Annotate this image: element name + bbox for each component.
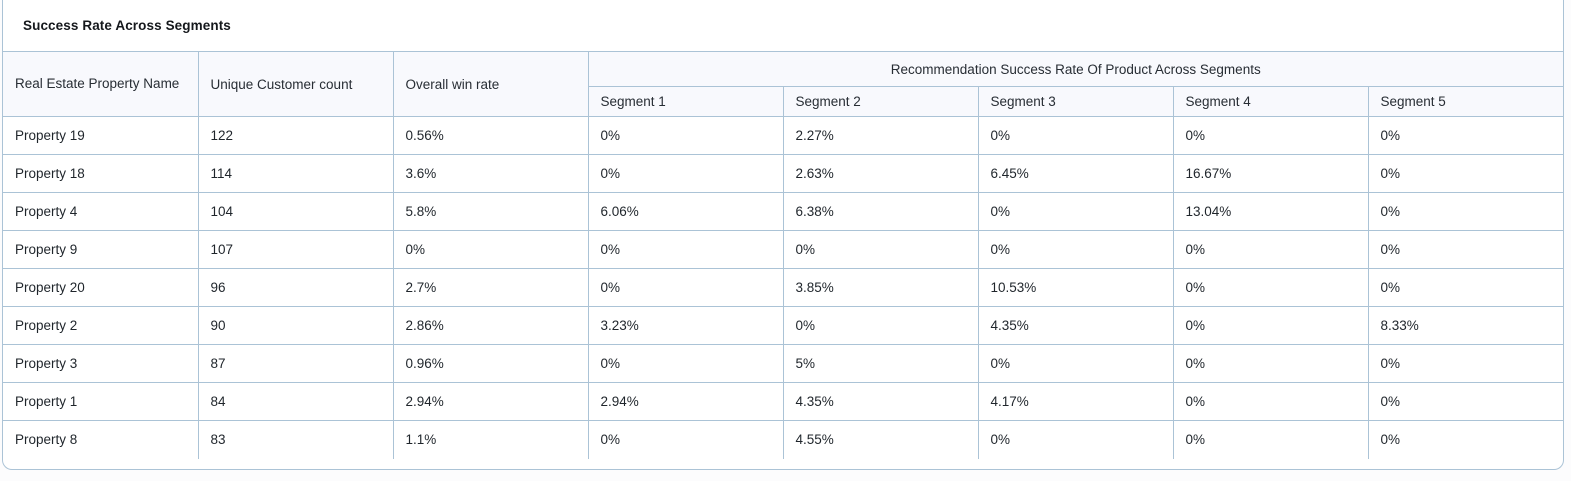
- cell-segment-5: 0%: [1367, 230, 1563, 269]
- cell-unique-customer-count: 114: [197, 154, 394, 193]
- table-body: Property 19 122 0.56% 0% 2.27% 0% 0% 0% Property…: [3, 116, 1563, 459]
- cell-unique-customer-count: 107: [197, 230, 394, 269]
- cell-segment-1: 0%: [587, 230, 784, 269]
- cell-property-name: Property 3: [3, 344, 199, 383]
- table-row: Property 9 107 0% 0% 0% 0% 0% 0%: [3, 230, 1563, 269]
- cell-overall-win-rate: 0%: [392, 230, 589, 269]
- cell-segment-5: 0%: [1367, 116, 1563, 155]
- cell-segment-3: 0%: [977, 230, 1174, 269]
- col-header-property-name: Real Estate Property Name: [3, 51, 199, 117]
- cell-segment-1: 0%: [587, 344, 784, 383]
- cell-segment-4: 0%: [1172, 230, 1369, 269]
- cell-segment-2: 4.55%: [782, 420, 979, 459]
- table-row: Property 4 104 5.8% 6.06% 6.38% 0% 13.04% 0%: [3, 192, 1563, 231]
- col-header-unique-customer-count: Unique Customer count: [197, 51, 394, 117]
- col-header-segment-1: Segment 1: [588, 86, 784, 117]
- cell-segment-5: 0%: [1367, 382, 1563, 421]
- success-rate-widget: Success Rate Across Segments Real Estate…: [2, 0, 1564, 470]
- cell-segment-5: 0%: [1367, 192, 1563, 231]
- cell-segment-4: 0%: [1172, 382, 1369, 421]
- cell-overall-win-rate: 3.6%: [392, 154, 589, 193]
- cell-property-name: Property 8: [3, 420, 199, 459]
- col-header-segment-4: Segment 4: [1172, 86, 1369, 117]
- table-row: Property 18 114 3.6% 0% 2.63% 6.45% 16.67% 0%: [3, 154, 1563, 193]
- cell-segment-3: 0%: [977, 192, 1174, 231]
- cell-segment-1: 3.23%: [587, 306, 784, 345]
- cell-unique-customer-count: 84: [197, 382, 394, 421]
- cell-segment-3: 4.17%: [977, 382, 1174, 421]
- cell-segment-5: 0%: [1367, 344, 1563, 383]
- cell-segment-5: 8.33%: [1367, 306, 1563, 345]
- cell-property-name: Property 4: [3, 192, 199, 231]
- cell-segment-3: 10.53%: [977, 268, 1174, 307]
- cell-segment-4: 0%: [1172, 344, 1369, 383]
- cell-segment-3: 4.35%: [977, 306, 1174, 345]
- cell-segment-2: 2.27%: [782, 116, 979, 155]
- cell-segment-2: 0%: [782, 230, 979, 269]
- cell-segment-4: 0%: [1172, 420, 1369, 459]
- col-header-segment-3: Segment 3: [977, 86, 1174, 117]
- col-header-segment-2: Segment 2: [782, 86, 979, 117]
- cell-property-name: Property 2: [3, 306, 199, 345]
- cell-segment-2: 4.35%: [782, 382, 979, 421]
- cell-segment-4: 0%: [1172, 268, 1369, 307]
- cell-overall-win-rate: 0.56%: [392, 116, 589, 155]
- cell-unique-customer-count: 87: [197, 344, 394, 383]
- col-header-overall-win-rate: Overall win rate: [392, 51, 589, 117]
- table-row: Property 8 83 1.1% 0% 4.55% 0% 0% 0%: [3, 420, 1563, 459]
- cell-segment-2: 6.38%: [782, 192, 979, 231]
- cell-unique-customer-count: 96: [197, 268, 394, 307]
- table-header: Real Estate Property Name Unique Custome…: [3, 51, 1563, 117]
- cell-segment-4: 16.67%: [1172, 154, 1369, 193]
- table-row: Property 1 84 2.94% 2.94% 4.35% 4.17% 0% 0%: [3, 382, 1563, 421]
- cell-segment-3: 6.45%: [977, 154, 1174, 193]
- cell-segment-2: 3.85%: [782, 268, 979, 307]
- success-rate-table: Real Estate Property Name Unique Custome…: [3, 51, 1563, 459]
- cell-unique-customer-count: 104: [197, 192, 394, 231]
- cell-segment-4: 0%: [1172, 306, 1369, 345]
- cell-segment-5: 0%: [1367, 154, 1563, 193]
- col-header-segment-5: Segment 5: [1367, 86, 1563, 117]
- cell-segment-1: 0%: [587, 154, 784, 193]
- cell-property-name: Property 20: [3, 268, 199, 307]
- header-row-top: Real Estate Property Name Unique Custome…: [3, 51, 1563, 117]
- cell-segment-3: 0%: [977, 420, 1174, 459]
- cell-segment-4: 13.04%: [1172, 192, 1369, 231]
- col-group-header-segments: Recommendation Success Rate Of Product A…: [587, 51, 1563, 87]
- cell-property-name: Property 19: [3, 116, 199, 155]
- cell-property-name: Property 9: [3, 230, 199, 269]
- table-row: Property 2 90 2.86% 3.23% 0% 4.35% 0% 8.33%: [3, 306, 1563, 345]
- cell-segment-2: 0%: [782, 306, 979, 345]
- cell-unique-customer-count: 90: [197, 306, 394, 345]
- cell-segment-2: 2.63%: [782, 154, 979, 193]
- cell-property-name: Property 1: [3, 382, 199, 421]
- cell-segment-3: 0%: [977, 116, 1174, 155]
- table-row: Property 20 96 2.7% 0% 3.85% 10.53% 0% 0%: [3, 268, 1563, 307]
- cell-segment-2: 5%: [782, 344, 979, 383]
- cell-overall-win-rate: 0.96%: [392, 344, 589, 383]
- cell-unique-customer-count: 122: [197, 116, 394, 155]
- cell-segment-1: 0%: [587, 116, 784, 155]
- table-row: Property 19 122 0.56% 0% 2.27% 0% 0% 0%: [3, 116, 1563, 155]
- cell-overall-win-rate: 1.1%: [392, 420, 589, 459]
- cell-segment-1: 6.06%: [587, 192, 784, 231]
- cell-segment-1: 2.94%: [587, 382, 784, 421]
- cell-property-name: Property 18: [3, 154, 199, 193]
- cell-unique-customer-count: 83: [197, 420, 394, 459]
- cell-segment-4: 0%: [1172, 116, 1369, 155]
- table-row: Property 3 87 0.96% 0% 5% 0% 0% 0%: [3, 344, 1563, 383]
- cell-segment-5: 0%: [1367, 268, 1563, 307]
- cell-overall-win-rate: 2.94%: [392, 382, 589, 421]
- widget-title: Success Rate Across Segments: [23, 18, 231, 33]
- cell-segment-1: 0%: [587, 420, 784, 459]
- cell-overall-win-rate: 5.8%: [392, 192, 589, 231]
- cell-segment-3: 0%: [977, 344, 1174, 383]
- cell-segment-1: 0%: [587, 268, 784, 307]
- cell-segment-5: 0%: [1367, 420, 1563, 459]
- cell-overall-win-rate: 2.86%: [392, 306, 589, 345]
- cell-overall-win-rate: 2.7%: [392, 268, 589, 307]
